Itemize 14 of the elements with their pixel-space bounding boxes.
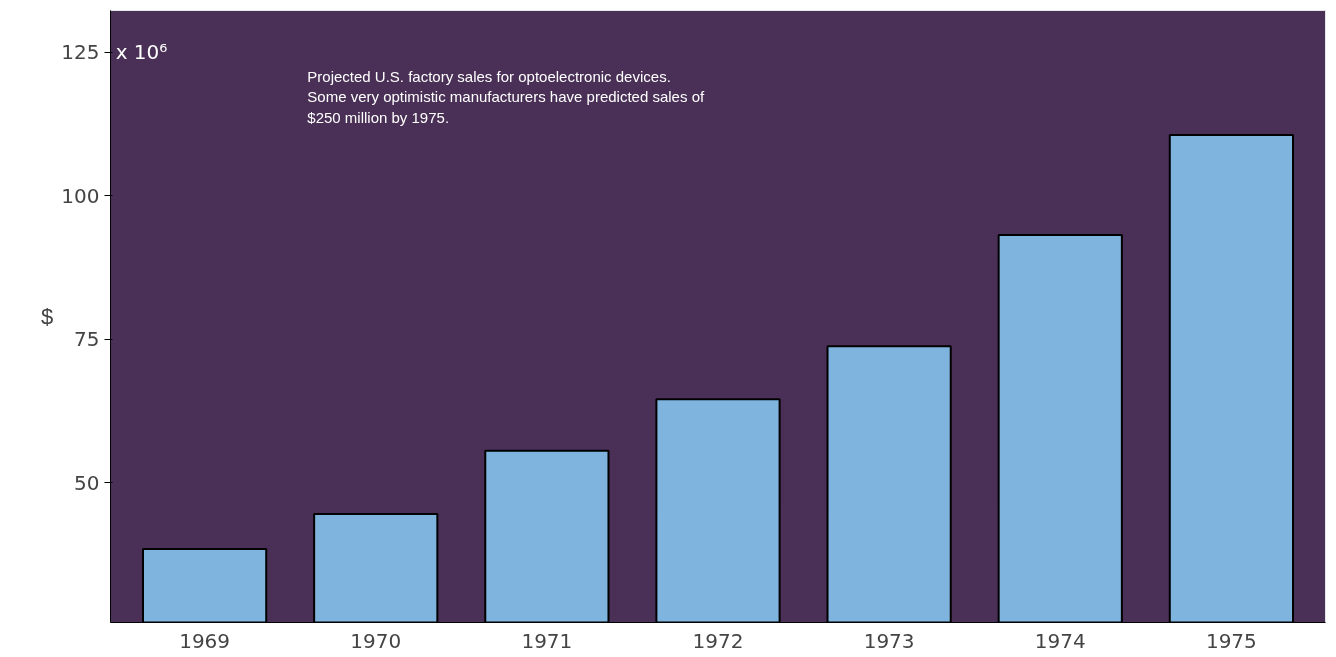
x-tick-label: 1974: [1034, 628, 1086, 653]
x-tick-label: 1969: [179, 628, 231, 653]
y-tick-label: 75: [74, 327, 100, 352]
annotation: x 10⁶: [115, 40, 168, 65]
x-tick-label: 1971: [521, 628, 573, 653]
x-tick-label: 1973: [863, 628, 915, 653]
x-tick-label: 1970: [350, 628, 402, 653]
annotation: Projected U.S. factory sales for optoelectronic devices. Some very optimistic manufacturers have predicted sales of $250 million by 1975.: [307, 67, 705, 126]
y-tick-label: 100: [61, 183, 100, 208]
y-tick-label: 50: [74, 470, 100, 495]
x-tick-label: 1972: [692, 628, 744, 653]
x-tick-label: 1975: [1205, 628, 1257, 653]
y-axis-title: $: [41, 304, 54, 329]
y-tick-label: 125: [61, 40, 100, 65]
